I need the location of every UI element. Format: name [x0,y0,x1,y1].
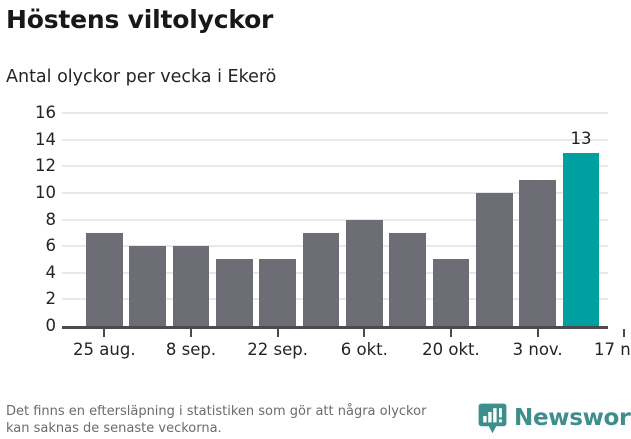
x-axis-tick [536,329,539,337]
bar[interactable] [432,259,470,326]
x-axis-tick-label: 22 sep. [247,340,308,359]
bar-value-label: 13 [570,128,592,148]
footnote: Det finns en eftersläpning i statistiken… [6,404,427,437]
x-axis-tick [623,329,626,337]
y-axis-tick-label: 2 [45,289,57,309]
x-axis-tick-label: 25 aug. [73,340,136,359]
x-axis-tick [189,329,192,337]
y-axis-tick-label: 16 [35,102,56,122]
gridline [62,218,608,221]
chart-bars: 13 [62,113,608,326]
x-axis-tick [449,329,452,337]
x-axis-tick [363,329,366,337]
newsworthy-bar-chart-bubble-icon [478,403,507,434]
gridline [62,165,608,168]
x-axis-tick-label: 6 okt. [340,340,388,359]
chart-subtitle: Antal olyckor per vecka i Ekerö [6,67,277,87]
gridline [62,112,608,114]
newsworthy-wordmark: Newsworthy [514,404,631,431]
y-axis-labels: 0 2 4 6 8 10 12 14 16 [0,104,57,333]
x-axis-tick [103,329,106,337]
bar[interactable] [259,259,296,326]
bar[interactable] [302,232,340,326]
gridline [62,138,608,141]
gridline [62,191,608,194]
x-axis-tick-label: 17 nov. [594,340,631,359]
y-axis-tick-label: 0 [45,315,57,335]
y-axis-tick-label: 10 [35,182,56,202]
x-axis-line [62,326,608,329]
y-axis-tick-label: 6 [45,235,57,255]
x-axis-tick [276,329,279,337]
y-axis-tick-label: 14 [35,129,56,149]
bar[interactable] [86,232,123,326]
bar[interactable] [172,246,210,326]
x-axis-tick-label: 3 nov. [512,340,563,359]
bar[interactable] [389,232,426,326]
newsworthy-logo: Newsworthy [478,401,631,435]
x-axis-tick-label: 8 sep. [165,340,217,359]
bar[interactable] [129,246,166,326]
bar[interactable] [216,259,253,326]
y-axis-tick-label: 4 [45,262,57,282]
bar[interactable] [519,179,556,326]
x-axis-tick-label: 20 okt. [422,340,480,359]
bar[interactable] [562,152,600,326]
bar[interactable] [476,192,513,326]
y-axis-tick-label: 12 [35,156,56,175]
y-axis-tick-label: 8 [45,209,57,229]
page-title: Höstens viltolyckor [6,5,274,34]
bar[interactable] [346,219,383,326]
